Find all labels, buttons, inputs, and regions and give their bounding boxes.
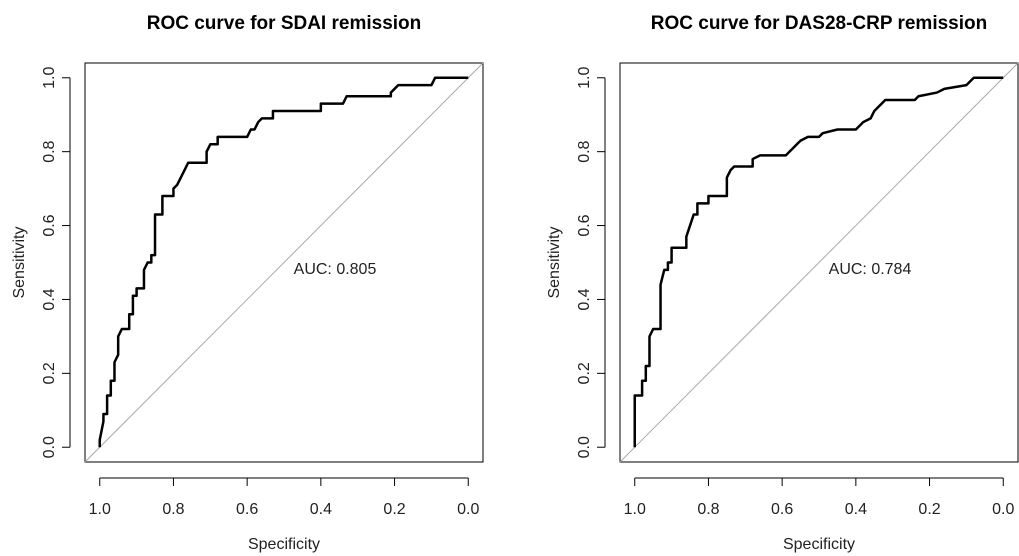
x-tick-label: 0.2 <box>383 501 405 518</box>
x-tick-label: 1.0 <box>89 501 111 518</box>
reference-line <box>619 62 1019 463</box>
y-tick-label: 0.6 <box>41 214 58 236</box>
x-axis-label: Specificity <box>248 536 320 553</box>
y-tick-label: 1.0 <box>576 67 593 89</box>
y-tick-label: 0.4 <box>576 288 593 310</box>
x-tick-label: 0.6 <box>236 501 258 518</box>
x-axis-label: Specificity <box>783 536 855 553</box>
x-tick-label: 1.0 <box>624 501 646 518</box>
x-tick-label: 0.6 <box>771 501 793 518</box>
x-tick-label: 0.8 <box>697 501 719 518</box>
x-tick-label: 0.0 <box>457 501 479 518</box>
auc-annotation: AUC: 0.805 <box>294 261 377 278</box>
y-tick-label: 0.6 <box>576 214 593 236</box>
y-tick-label: 0.2 <box>576 362 593 384</box>
chart-title: ROC curve for SDAI remission <box>147 13 422 34</box>
roc-curve <box>633 76 1004 448</box>
chart-title: ROC curve for DAS28-CRP remission <box>651 13 987 34</box>
y-tick-label: 0.4 <box>41 288 58 310</box>
plot-box <box>619 62 1019 463</box>
x-tick-label: 0.4 <box>310 501 332 518</box>
auc-annotation: AUC: 0.784 <box>829 261 912 278</box>
y-axis-label: Sensitivity <box>546 226 563 298</box>
x-tick-label: 0.4 <box>845 501 867 518</box>
y-tick-label: 0.0 <box>576 436 593 458</box>
y-tick-label: 0.8 <box>41 140 58 162</box>
x-tick-label: 0.0 <box>992 501 1014 518</box>
reference-line <box>84 62 484 463</box>
y-axis-label: Sensitivity <box>11 226 28 298</box>
y-tick-label: 0.8 <box>576 140 593 162</box>
y-tick-label: 0.2 <box>41 362 58 384</box>
x-tick-label: 0.8 <box>162 501 184 518</box>
plot-box <box>84 62 484 463</box>
y-tick-label: 0.0 <box>41 436 58 458</box>
x-tick-label: 0.2 <box>918 501 940 518</box>
roc-curve <box>98 76 469 448</box>
y-tick-label: 1.0 <box>41 67 58 89</box>
